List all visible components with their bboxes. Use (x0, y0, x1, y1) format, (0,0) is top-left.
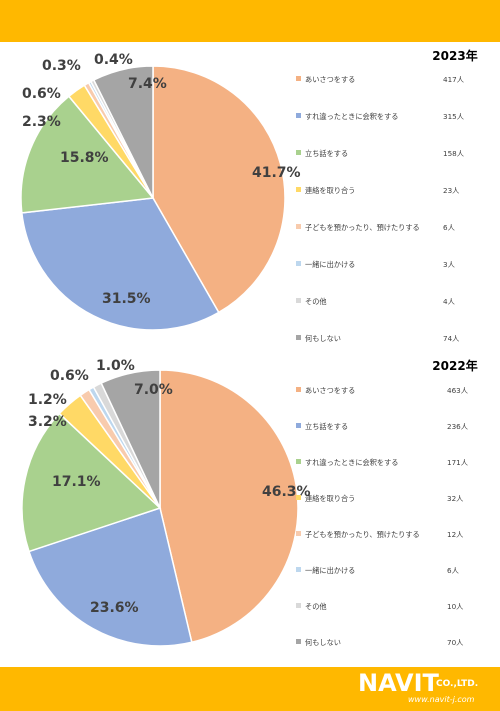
legend-label: 立ち話をする (305, 422, 348, 431)
pie-data-label: 2.3% (22, 114, 61, 130)
legend-swatch (296, 459, 301, 464)
legend-label: 立ち話をする (305, 149, 348, 158)
legend-label: あいさつをする (305, 386, 355, 395)
legend-count: 6人 (443, 223, 455, 232)
pie-data-label: 0.3% (42, 58, 81, 74)
pie-chart-2022: 46.3% あいさつをする 463人 23.6% 立ち話をする 236人 17.1% すれ違っ… (21, 358, 478, 647)
legend-count: 171人 (447, 458, 468, 467)
legend-swatch (296, 387, 301, 392)
legend-swatch (296, 187, 301, 192)
legend-count: 12人 (447, 530, 463, 539)
legend-label: その他 (305, 297, 327, 306)
pie-data-label: 0.4% (94, 52, 133, 68)
pie-data-label: 17.1% (52, 474, 101, 490)
logo-suffix: CO.,LTD. (436, 679, 479, 689)
pie-data-label: 7.0% (134, 382, 173, 398)
legend-count: 70人 (447, 638, 463, 647)
pie-slice (20, 95, 155, 214)
pie-data-label: 1.0% (96, 358, 135, 374)
pie-data-label: 23.6% (90, 600, 139, 616)
legend-label: すれ違ったときに会釈をする (305, 458, 398, 467)
legend-count: 10人 (447, 602, 463, 611)
company-url: www.navit-j.com (408, 695, 475, 704)
legend-count: 315人 (443, 112, 464, 121)
pie-data-label: 0.6% (50, 368, 89, 384)
legend-label: 子どもを預かったり、預けたりする (305, 223, 420, 232)
chart-title: 2023年 (432, 48, 477, 63)
legend-count: 417人 (443, 75, 464, 84)
legend-count: 23人 (443, 186, 459, 195)
header-bar (0, 0, 500, 42)
chart-title: 2022年 (432, 358, 477, 373)
legend-label: 一緒に出かける (305, 260, 355, 269)
legend-swatch (296, 113, 301, 118)
legend-swatch (296, 567, 301, 572)
legend-swatch (296, 639, 301, 644)
pie-slice (28, 507, 193, 647)
legend-swatch (296, 531, 301, 536)
pie-data-label: 7.4% (128, 76, 167, 92)
legend-label: その他 (305, 602, 327, 611)
pie-data-label: 31.5% (102, 291, 151, 307)
legend-swatch (296, 150, 301, 155)
legend-swatch (296, 298, 301, 303)
pie-slice (21, 197, 220, 331)
legend-count: 4人 (443, 297, 455, 306)
pie-slice (159, 369, 299, 644)
legend-label: すれ違ったときに会釈をする (305, 112, 398, 121)
legend-count: 463人 (447, 386, 468, 395)
pie-data-label: 15.8% (60, 150, 109, 166)
pie-slice (92, 65, 154, 199)
legend-swatch (296, 423, 301, 428)
company-logo: NAVIT CO.,LTD. www.navit-j.com (358, 669, 488, 707)
pie-chart-2023: 41.7% あいさつをする 417人 31.5% すれ違ったときに会釈をする 315人 15… (20, 48, 478, 343)
pie-data-label: 46.3% (262, 484, 311, 500)
legend-swatch (296, 335, 301, 340)
pie-slice (21, 412, 162, 553)
legend-swatch (296, 495, 301, 500)
legend-label: 一緒に出かける (305, 566, 355, 575)
legend-swatch (296, 603, 301, 608)
legend-count: 3人 (443, 260, 455, 269)
legend-label: 何もしない (305, 334, 341, 343)
legend-swatch (296, 76, 301, 81)
legend-swatch (296, 224, 301, 229)
legend-count: 32人 (447, 494, 463, 503)
legend-label: あいさつをする (305, 75, 355, 84)
legend-count: 236人 (447, 422, 468, 431)
legend-label: 何もしない (305, 638, 341, 647)
legend-label: 連絡を取り合う (305, 494, 355, 503)
legend-label: 子どもを預かったり、預けたりする (305, 530, 420, 539)
legend-count: 6人 (447, 566, 459, 575)
pie-data-label: 41.7% (252, 165, 301, 181)
pie-data-label: 3.2% (28, 414, 67, 430)
legend-count: 158人 (443, 149, 464, 158)
pie-slice (152, 65, 286, 314)
legend-swatch (296, 261, 301, 266)
pie-slice (100, 369, 161, 509)
footer-bar (0, 667, 500, 711)
pie-data-label: 1.2% (28, 392, 67, 408)
legend-label: 連絡を取り合う (305, 186, 355, 195)
legend-count: 74人 (443, 334, 459, 343)
pie-data-label: 0.6% (22, 86, 61, 102)
logo-text: NAVIT (358, 669, 439, 697)
